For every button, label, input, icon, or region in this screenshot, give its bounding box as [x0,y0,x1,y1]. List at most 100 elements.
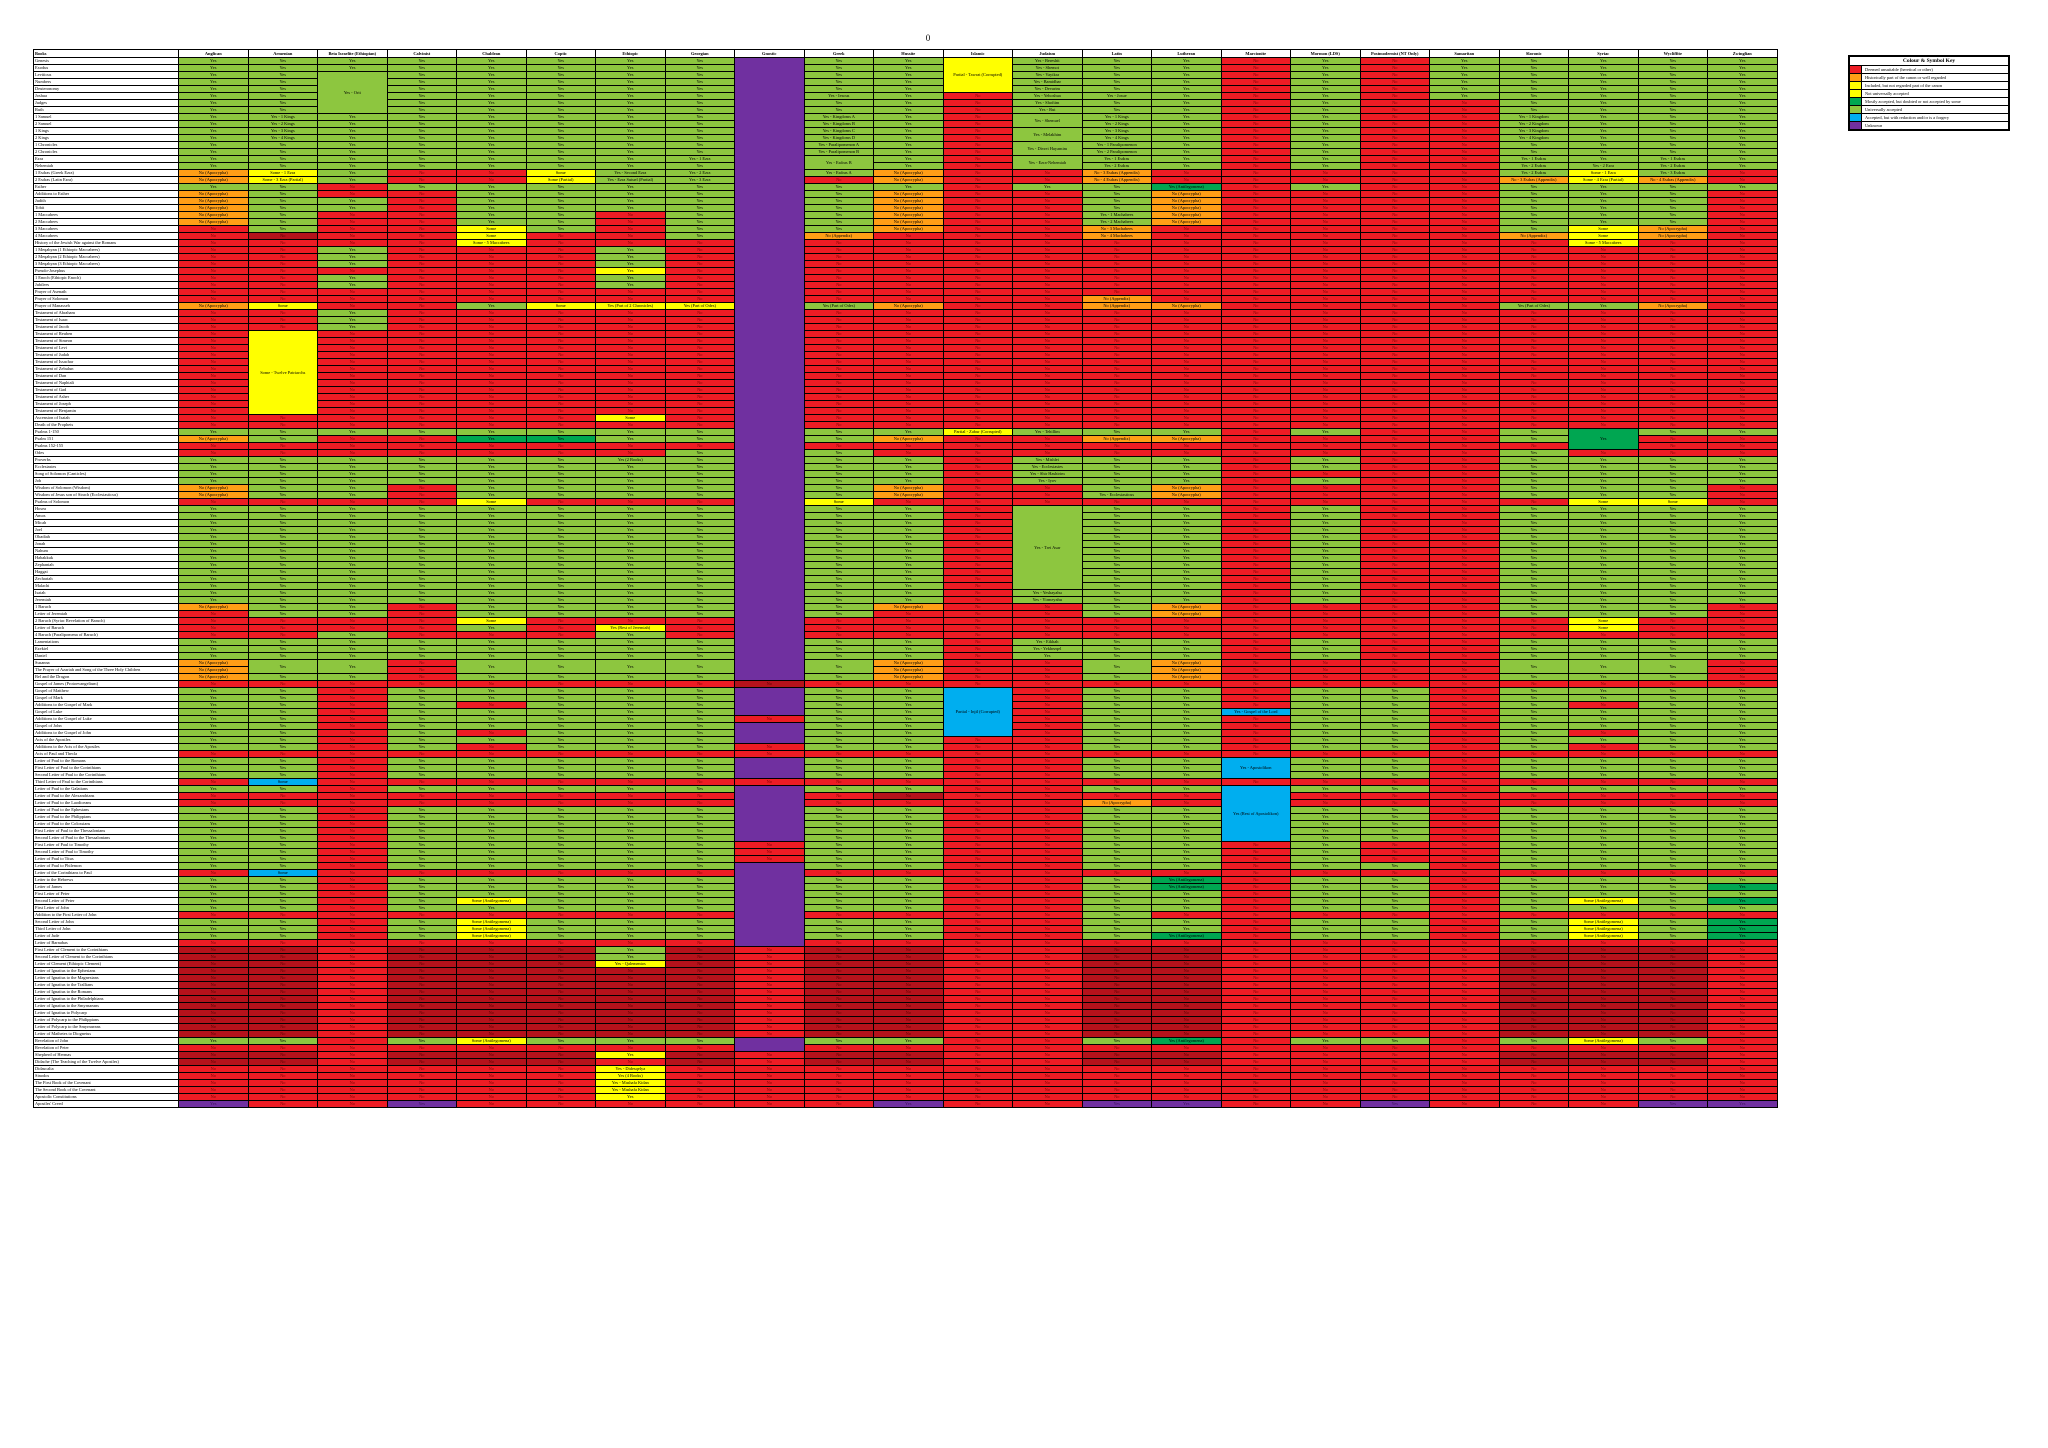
status-cell: No [873,281,944,289]
status-cell: Yes [803,218,874,226]
status-cell: No [1012,659,1083,667]
status-cell: Yes [1637,785,1708,793]
status-cell: No (Apocrypha) [873,666,944,674]
status-cell: Yes [456,575,527,583]
status-cell: Yes [595,64,666,72]
status-cell: No [803,421,874,429]
status-cell: Yes [803,841,874,849]
status-cell: No [1290,239,1361,247]
status-cell: Yes [1081,519,1152,527]
status-cell: No [1429,407,1500,415]
book-name-cell: Letter of Paul to the Colossians [33,820,179,828]
status-cell: Yes [873,862,944,870]
legend: Colour & Symbol Key Deemed unsuitable (h… [1848,55,2010,131]
status-cell: Yes [1081,1037,1152,1045]
status-cell: No [1012,246,1083,254]
status-cell: No [942,512,1013,520]
status-cell: No [456,288,527,296]
status-cell: Yes [1359,771,1430,779]
status-cell: No [386,274,457,282]
book-name-cell: Testament of Dan [33,372,179,380]
status-cell: Yes [873,547,944,555]
status-cell: No [1151,1023,1222,1031]
book-name-cell: Proverbs [33,456,179,464]
legend-swatch [1850,82,1862,89]
status-cell: No [317,974,388,982]
status-cell: No [1359,232,1430,240]
status-cell: Yes - Melakhim [1012,127,1083,142]
status-cell: No [1220,337,1291,345]
status-cell: Yes [1568,141,1639,149]
status-cell: No [525,267,596,275]
status-cell: No [456,750,527,758]
status-cell: Yes [1498,820,1569,828]
status-cell: Yes [595,57,666,65]
status-cell: No [1151,624,1222,632]
table-row: Sinodos No No No No No No Yes (4 Books) No No No No… [33,1072,1778,1080]
status-cell: Yes [664,491,735,499]
status-cell: Yes [456,806,527,814]
status-cell: No [1220,393,1291,401]
table-row: Letter of Paul to the Laodiceans No No No No… [33,799,1778,807]
status-cell: No [1429,1009,1500,1017]
status-cell: Yes [1151,771,1222,779]
status-cell: Yes [525,729,596,737]
status-cell: Yes [525,890,596,898]
status-cell: Yes [803,561,874,569]
status-cell: No [1081,988,1152,996]
status-cell: Yes [1637,463,1708,471]
column-header: Calvinist [386,49,457,58]
status-cell: Yes [664,85,735,93]
status-cell: Yes [1359,806,1430,814]
status-cell: No [247,1051,318,1059]
status-cell: No [1568,680,1639,688]
status-cell: No [1429,1037,1500,1045]
status-cell: Yes [595,134,666,142]
status-cell: No [942,575,1013,583]
legend-label: Deemed unsuitable (heretical or other) [1865,67,1933,72]
status-cell: No [1707,484,1778,492]
status-cell: Yes [386,897,457,905]
status-cell: Yes [1707,1100,1778,1108]
status-cell: No [456,414,527,422]
status-cell: Yes [1081,561,1152,569]
table-row: Letter of Ignatius to the Smyrnaeans No No… [33,1002,1778,1010]
table-row: Letter of James Yes Yes No Yes Yes Yes Yes Yes Ye… [33,883,1778,891]
status-cell: Yes [1568,876,1639,884]
status-cell: No [1290,666,1361,674]
status-cell: No [178,386,249,394]
status-cell: Yes [873,883,944,891]
status-cell: Yes [1637,64,1708,72]
status-cell: Yes [525,785,596,793]
table-row: Hosea Yes Yes Yes Yes Yes Yes Yes Yes Yes Yes No Yes… [33,505,1778,590]
status-cell: No (Apocrypha) [178,666,249,674]
status-cell: No [664,274,735,282]
status-cell: Yes [456,127,527,135]
status-cell: No [1429,316,1500,324]
status-cell: No [178,379,249,387]
status-cell: Yes - Ecclesiastes [1012,463,1083,471]
status-cell: Yes [803,78,874,86]
status-cell: Yes [178,505,249,513]
table-row: Testament of Naphtali No No No No No No No No No N… [33,379,1778,387]
status-cell: No [1568,1065,1639,1073]
status-cell: No [664,281,735,289]
table-row: Second Letter of Clement to the Corinthi… [33,953,1778,961]
status-cell: No [1151,960,1222,968]
status-cell: No [1568,295,1639,303]
status-cell: No [317,939,388,947]
status-cell: No [942,743,1013,751]
status-cell: Yes [1151,134,1222,142]
status-cell: Yes [1081,729,1152,737]
status-cell: No [1568,981,1639,989]
status-cell: No [803,799,874,807]
status-cell: Yes [1290,1037,1361,1045]
status-cell: No [1568,869,1639,877]
status-cell: No [456,981,527,989]
status-cell: No [178,981,249,989]
status-cell: Yes [664,484,735,492]
status-cell: Yes [1637,701,1708,709]
status-cell: No [317,855,388,863]
status-cell: No [1220,533,1291,541]
status-cell: Yes [1290,134,1361,142]
